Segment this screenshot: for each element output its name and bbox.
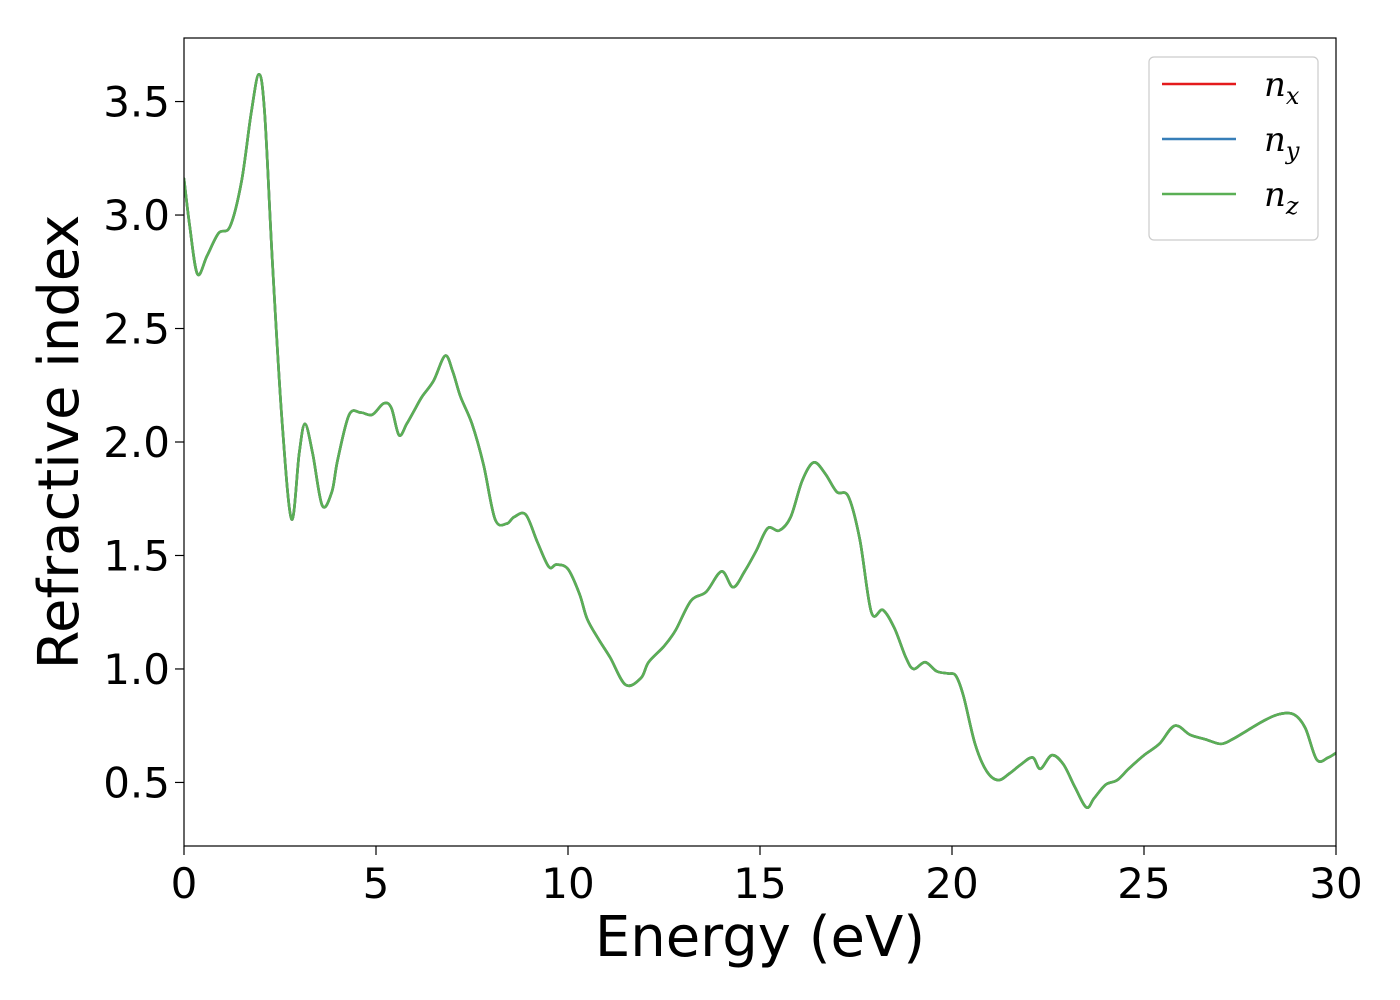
y-tick-label: 3.0 [103, 191, 170, 240]
legend-label-n_x: nx [1264, 65, 1300, 110]
y-tick-label: 0.5 [103, 758, 170, 807]
y-tick-label: 2.0 [103, 418, 170, 467]
y-axis-label: Refractive index [27, 215, 92, 670]
x-tick-label: 30 [1309, 859, 1362, 908]
x-axis-label: Energy (eV) [595, 905, 925, 970]
y-tick-label: 2.5 [103, 305, 170, 354]
y-tick-label: 3.5 [103, 78, 170, 127]
x-tick-label: 25 [1117, 859, 1170, 908]
x-tick-label: 0 [171, 859, 198, 908]
plot-lines [184, 73, 1336, 810]
x-tick-label: 10 [541, 859, 594, 908]
x-tick-label: 15 [733, 859, 786, 908]
y-tick-label: 1.5 [103, 531, 170, 580]
x-tick-label: 5 [363, 859, 390, 908]
y-tick-label: 1.0 [103, 645, 170, 694]
x-tick-label: 20 [925, 859, 978, 908]
legend: nx ny nz [1148, 56, 1319, 241]
legend-label-n_z: nz [1264, 175, 1299, 220]
y-axis-ticks: 0.5 1.0 1.5 2.0 2.5 3.0 3.5 [103, 78, 184, 807]
series-line-n_z [184, 73, 1336, 810]
plot-area-frame [183, 37, 1337, 847]
x-axis-ticks: 0 5 10 15 20 25 30 [171, 846, 1363, 908]
legend-label-n_y: ny [1264, 120, 1300, 165]
